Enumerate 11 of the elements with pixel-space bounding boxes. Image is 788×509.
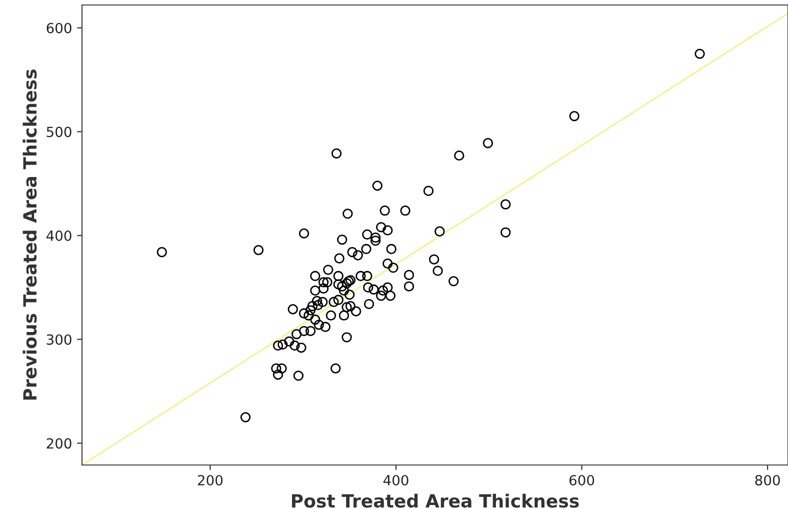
x-axis-title: Post Treated Area Thickness	[292, 494, 579, 508]
y-tick-label: 200	[46, 438, 72, 449]
y-tick-label: 300	[46, 334, 72, 345]
x-tick-label: 200	[198, 474, 223, 486]
y-axis-title: Previous Treated Area Thickness	[22, 70, 37, 400]
x-tick-label: 800	[755, 474, 780, 486]
x-tick-label: 400	[383, 474, 408, 486]
x-tick-label: 600	[569, 474, 594, 486]
y-tick-label: 600	[46, 22, 72, 34]
y-tick-label: 500	[46, 126, 72, 138]
y-tick-label: 400	[46, 230, 72, 241]
